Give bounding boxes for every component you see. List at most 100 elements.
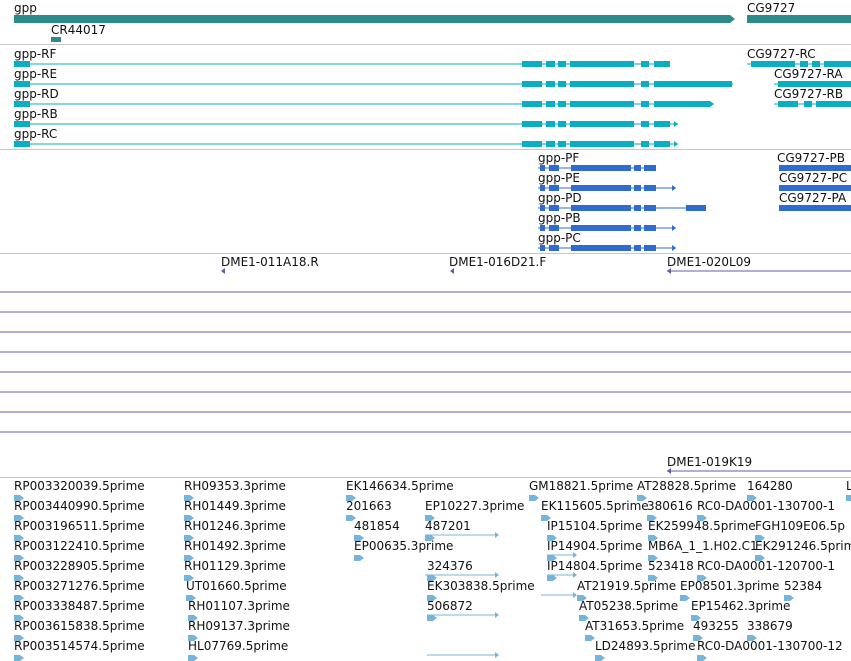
est-label[interactable]: RP003320039.5prime xyxy=(14,479,145,493)
est-label[interactable]: RP003440990.5prime xyxy=(14,499,145,513)
transcript-exon[interactable] xyxy=(570,121,634,127)
transcript-exon[interactable] xyxy=(824,61,851,67)
est-strand-arrow[interactable] xyxy=(360,535,364,541)
est-strand-arrow[interactable] xyxy=(753,495,757,501)
est-strand-arrow[interactable] xyxy=(686,595,690,601)
transcript-exon[interactable] xyxy=(641,81,649,87)
est-label[interactable]: RC0-DA0001-130700-1 xyxy=(697,499,835,513)
est-feature[interactable] xyxy=(648,555,654,561)
est-feature[interactable] xyxy=(648,535,654,541)
est-feature[interactable] xyxy=(14,535,20,541)
est-feature[interactable] xyxy=(747,495,753,501)
est-feature[interactable] xyxy=(14,615,20,621)
est-label[interactable]: 201663 xyxy=(346,499,392,513)
protein-segment[interactable] xyxy=(571,225,631,231)
transcript-label[interactable]: gpp-RD xyxy=(14,87,59,101)
est-strand-arrow[interactable] xyxy=(20,635,24,641)
est-strand-arrow[interactable] xyxy=(352,495,356,501)
clone-end-marker[interactable] xyxy=(221,268,225,274)
transcript-exon[interactable] xyxy=(654,141,670,147)
est-strand-arrow[interactable] xyxy=(790,595,794,601)
est-strand-arrow[interactable] xyxy=(573,572,577,578)
est-strand-arrow[interactable] xyxy=(535,495,539,501)
est-feature[interactable] xyxy=(14,515,20,521)
est-feature[interactable] xyxy=(579,615,585,621)
protein-segment[interactable] xyxy=(779,185,851,191)
est-label[interactable]: EK259948.5prime xyxy=(648,519,756,533)
transcript-label[interactable]: CG9727-RB xyxy=(774,87,844,101)
transcript-exon[interactable] xyxy=(654,101,710,107)
est-label[interactable]: RH01107.3prime xyxy=(188,599,290,613)
protein-segment[interactable] xyxy=(549,185,559,191)
transcript-exon[interactable] xyxy=(804,101,812,107)
est-label[interactable]: LD24893.5prime xyxy=(595,639,696,653)
protein-label[interactable]: gpp-PB xyxy=(538,211,581,225)
est-label[interactable]: 506872 xyxy=(427,599,473,613)
protein-segment[interactable] xyxy=(779,205,851,211)
gene-feature[interactable] xyxy=(14,15,730,23)
est-label[interactable]: EK146634.5prime xyxy=(346,479,454,493)
protein-strand-arrow[interactable] xyxy=(652,165,656,171)
transcript-label[interactable]: gpp-RB xyxy=(14,107,58,121)
est-label[interactable]: IP14904.5prime xyxy=(547,539,643,553)
est-label[interactable]: RC0-DA0001-120700-1 xyxy=(697,559,835,573)
transcript-exon[interactable] xyxy=(751,61,795,67)
est-feature[interactable] xyxy=(184,575,190,581)
est-strand-arrow[interactable] xyxy=(433,575,437,581)
est-strand-arrow[interactable] xyxy=(495,612,499,618)
est-feature[interactable] xyxy=(755,535,761,541)
protein-segment[interactable] xyxy=(549,205,559,211)
est-strand-arrow[interactable] xyxy=(601,655,605,661)
est-feature[interactable] xyxy=(697,575,703,581)
est-label[interactable]: RH01129.3prime xyxy=(184,559,286,573)
est-strand-arrow[interactable] xyxy=(431,535,435,541)
est-strand-arrow[interactable] xyxy=(654,555,658,561)
est-label[interactable]: EP00635.3prime xyxy=(354,539,454,553)
est-strand-arrow[interactable] xyxy=(190,575,194,581)
protein-segment[interactable] xyxy=(644,205,656,211)
transcript-exon[interactable] xyxy=(570,81,634,87)
transcript-exon[interactable] xyxy=(522,101,542,107)
protein-segment[interactable] xyxy=(549,225,559,231)
protein-label[interactable]: gpp-PD xyxy=(538,191,582,205)
est-feature[interactable] xyxy=(186,595,192,601)
est-label[interactable]: 338679 xyxy=(747,619,793,633)
gene-label[interactable]: CR44017 xyxy=(51,23,106,37)
transcript-exon[interactable] xyxy=(654,61,670,67)
est-feature[interactable] xyxy=(184,535,190,541)
est-feature[interactable] xyxy=(691,615,697,621)
est-label[interactable]: EP08501.3prime xyxy=(680,579,780,593)
protein-segment[interactable] xyxy=(540,165,545,171)
protein-segment[interactable] xyxy=(644,245,656,251)
transcript-exon[interactable] xyxy=(558,121,566,127)
transcript-exon[interactable] xyxy=(570,141,634,147)
protein-strand-arrow[interactable] xyxy=(672,185,676,191)
transcript-exon[interactable] xyxy=(546,81,555,87)
transcript-exon[interactable] xyxy=(522,61,542,67)
transcript-exon[interactable] xyxy=(546,141,555,147)
est-strand-arrow[interactable] xyxy=(190,515,194,521)
protein-strand-arrow[interactable] xyxy=(702,205,706,211)
transcript-exon[interactable] xyxy=(522,81,542,87)
est-strand-arrow[interactable] xyxy=(20,655,24,661)
est-feature[interactable] xyxy=(14,495,20,501)
est-label[interactable]: RC0-DA0001-130700-12 xyxy=(697,639,843,653)
est-feature[interactable] xyxy=(14,635,20,641)
est-strand-arrow[interactable] xyxy=(20,495,24,501)
est-strand-arrow[interactable] xyxy=(703,575,707,581)
protein-segment[interactable] xyxy=(540,185,545,191)
transcript-strand-arrow[interactable] xyxy=(674,121,678,127)
protein-segment[interactable] xyxy=(644,225,656,231)
est-label[interactable]: 523418 xyxy=(648,559,694,573)
est-label[interactable]: GM18821.5prime xyxy=(529,479,634,493)
est-strand-arrow[interactable] xyxy=(190,535,194,541)
protein-label[interactable]: CG9727-PA xyxy=(779,191,847,205)
est-strand-arrow[interactable] xyxy=(495,572,499,578)
transcript-strand-arrow[interactable] xyxy=(666,61,670,67)
est-strand-arrow[interactable] xyxy=(573,592,577,598)
protein-strand-arrow[interactable] xyxy=(672,225,676,231)
protein-label[interactable]: CG9727-PB xyxy=(777,151,846,165)
gene-label[interactable]: gpp xyxy=(14,1,37,15)
est-label[interactable]: 481854 xyxy=(354,519,400,533)
est-feature[interactable] xyxy=(547,535,553,541)
